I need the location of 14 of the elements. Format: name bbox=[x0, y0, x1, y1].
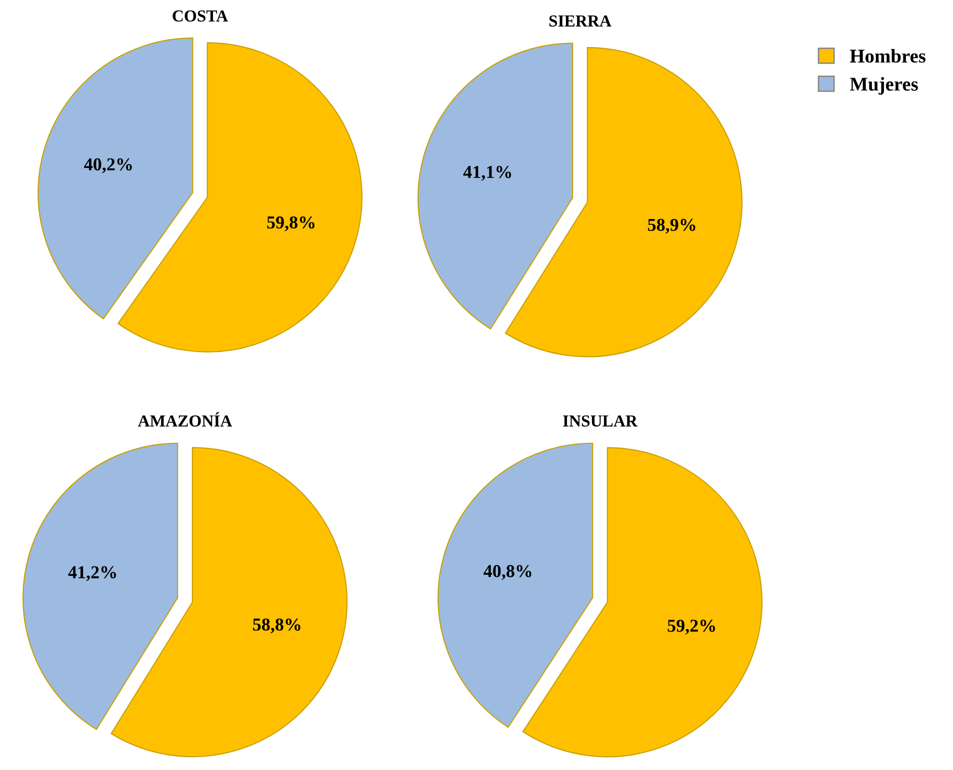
data-label: 58,9% bbox=[648, 218, 696, 234]
data-label: 40,2% bbox=[84, 158, 132, 174]
data-label: 41,2% bbox=[68, 566, 116, 581]
chart-title: COSTA bbox=[172, 10, 228, 22]
data-label: 41,1% bbox=[463, 166, 512, 181]
chart-title: INSULAR bbox=[563, 415, 638, 427]
chart-title: AMAZONÍA bbox=[138, 412, 232, 427]
data-label: 58,8% bbox=[253, 618, 300, 634]
data-label: 59,2% bbox=[668, 620, 715, 634]
legend-label: Hombres bbox=[850, 49, 926, 63]
data-label: 59,8% bbox=[267, 216, 314, 232]
chart-title: SIERRA bbox=[549, 15, 612, 27]
data-label: 40,8% bbox=[484, 565, 532, 580]
legend-label: Mujeres bbox=[850, 77, 918, 95]
